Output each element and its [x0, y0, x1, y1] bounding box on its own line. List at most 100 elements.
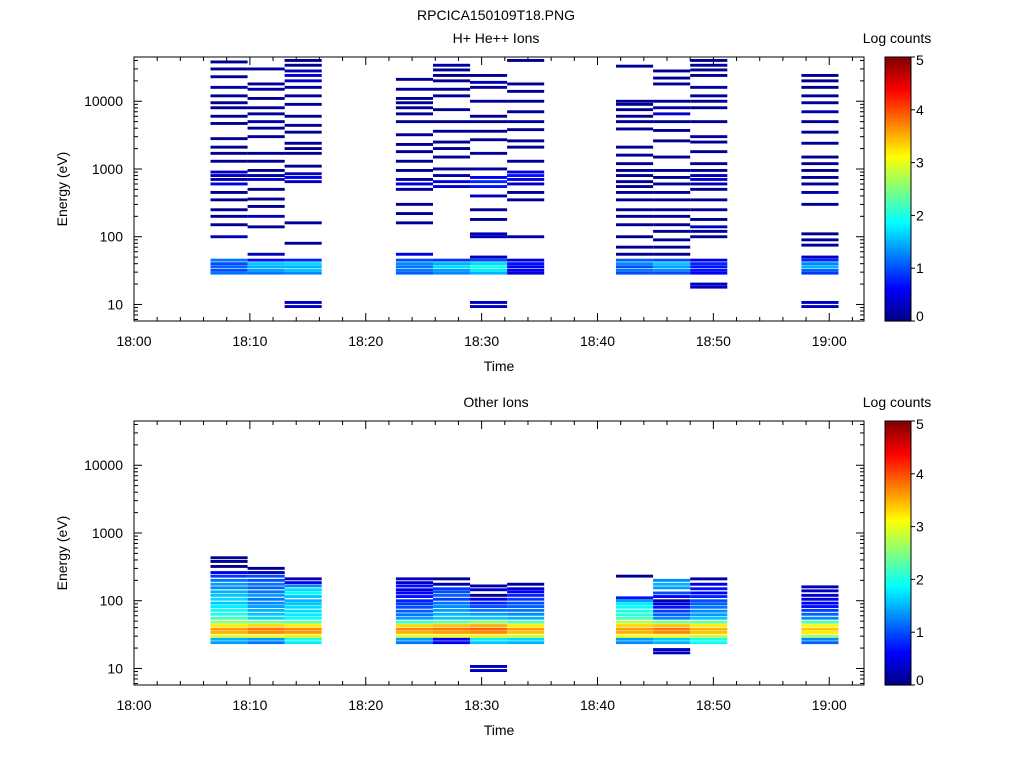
heatmap-cell: [690, 587, 728, 591]
heatmap-cell: [653, 586, 691, 590]
heatmap-cell: [801, 624, 839, 627]
heatmap-cell: [210, 641, 248, 645]
colorbar-swatch: [885, 167, 911, 172]
heatmap-cell: [690, 68, 728, 72]
heatmap-column: [470, 584, 508, 672]
heatmap-cell: [284, 180, 322, 184]
heatmap-cell: [395, 169, 433, 172]
colorbar-swatch: [885, 255, 911, 259]
heatmap-cell: [470, 208, 508, 212]
heatmap-cell: [616, 641, 654, 645]
heatmap-cell: [284, 584, 322, 588]
heatmap-cell: [210, 590, 248, 594]
heatmap-cell: [616, 235, 654, 239]
heatmap-cell: [690, 641, 728, 645]
colorbar-swatch: [885, 83, 911, 87]
colorbar-swatch: [885, 476, 911, 480]
heatmap-cell: [247, 126, 285, 130]
heatmap-cell: [470, 151, 508, 155]
colorbar-swatch: [885, 215, 911, 219]
heatmap-cell: [616, 114, 654, 118]
heatmap-cell: [395, 605, 433, 609]
heatmap-cell: [616, 153, 654, 157]
heatmap-cell: [470, 641, 508, 645]
colorbar-swatch: [885, 199, 911, 203]
heatmap-cell: [395, 101, 433, 105]
heatmap-cell: [433, 577, 471, 581]
heatmap-cell: [433, 634, 471, 638]
heatmap-cell: [801, 612, 839, 616]
colorbar-swatch: [885, 117, 911, 121]
colorbar-swatch: [885, 80, 911, 84]
heatmap-cell: [507, 587, 545, 591]
plot-frame: [133, 420, 865, 686]
heatmap-cell: [395, 591, 433, 595]
heatmap-cell: [801, 202, 839, 206]
heatmap-cell: [653, 648, 691, 651]
heatmap-cell: [433, 147, 471, 150]
heatmap-cell: [616, 268, 654, 272]
heatmap-cell: [690, 59, 728, 62]
heatmap-cell: [470, 637, 508, 641]
heatmap-cell: [690, 99, 728, 103]
colorbar-swatch: [885, 270, 911, 275]
heatmap-cell: [653, 82, 691, 86]
heatmap-cell: [470, 624, 508, 627]
heatmap-cell: [470, 301, 508, 304]
colorbar-swatch: [885, 159, 911, 164]
heatmap-cell: [247, 106, 285, 110]
heatmap-cell: [210, 101, 248, 105]
heatmap-cell: [507, 590, 545, 594]
colorbar-swatch: [885, 674, 911, 678]
x-tick-label: 18:10: [232, 333, 267, 349]
heatmap-cell: [470, 268, 508, 272]
colorbar-swatch: [885, 471, 911, 475]
heatmap-cell: [801, 301, 839, 304]
heatmap-cell: [247, 574, 285, 578]
colorbar-swatch: [885, 489, 911, 493]
heatmap-cell: [395, 634, 433, 638]
heatmap-cell: [801, 637, 839, 641]
heatmap-cell: [470, 85, 508, 89]
heatmap-cell: [210, 262, 248, 266]
heatmap-cell: [433, 268, 471, 272]
heatmap-cell: [433, 63, 471, 67]
heatmap-cell: [801, 631, 839, 634]
heatmap-cell: [210, 94, 248, 98]
heatmap-cell: [690, 150, 728, 154]
heatmap-cell: [690, 285, 728, 289]
heatmap-column: [690, 59, 728, 289]
colorbar-swatch: [885, 268, 911, 272]
x-axis-label: Time: [484, 722, 515, 738]
heatmap-cell: [210, 178, 248, 181]
heatmap-cell: [801, 258, 839, 262]
heatmap-cell: [616, 631, 654, 634]
heatmap-cell: [690, 591, 728, 595]
heatmap-cell: [395, 159, 433, 163]
heatmap-cell: [616, 64, 654, 68]
colorbar-swatch: [885, 450, 911, 454]
colorbar-swatch: [885, 455, 911, 459]
colorbar-swatch: [885, 508, 911, 512]
heatmap-cell: [801, 620, 839, 624]
heatmap-cell: [470, 80, 508, 84]
heatmap-column: [616, 574, 654, 645]
heatmap-cell: [653, 602, 691, 606]
heatmap-cell: [616, 265, 654, 269]
heatmap-cell: [507, 601, 545, 605]
y-axis-label: Energy (eV): [54, 516, 70, 591]
heatmap-cell: [690, 174, 728, 177]
heatmap-cell: [801, 268, 839, 272]
heatmap-cell: [284, 588, 322, 592]
panel-h-he-ions: H+ He++ Ions Log counts 18:00 18:10 18:20 1…: [54, 30, 931, 374]
colorbar-swatch: [885, 204, 911, 209]
heatmap-cell: [507, 99, 545, 103]
colorbar-swatch: [885, 207, 911, 211]
colorbar-swatch: [885, 616, 911, 620]
heatmap-cell: [284, 268, 322, 272]
colorbar-tick-label: 2: [916, 207, 924, 223]
heatmap-cell: [690, 162, 728, 166]
y-tick-label: 10: [107, 296, 123, 312]
colorbar-tick-label: 5: [916, 416, 924, 432]
colorbar-swatch: [885, 661, 911, 665]
